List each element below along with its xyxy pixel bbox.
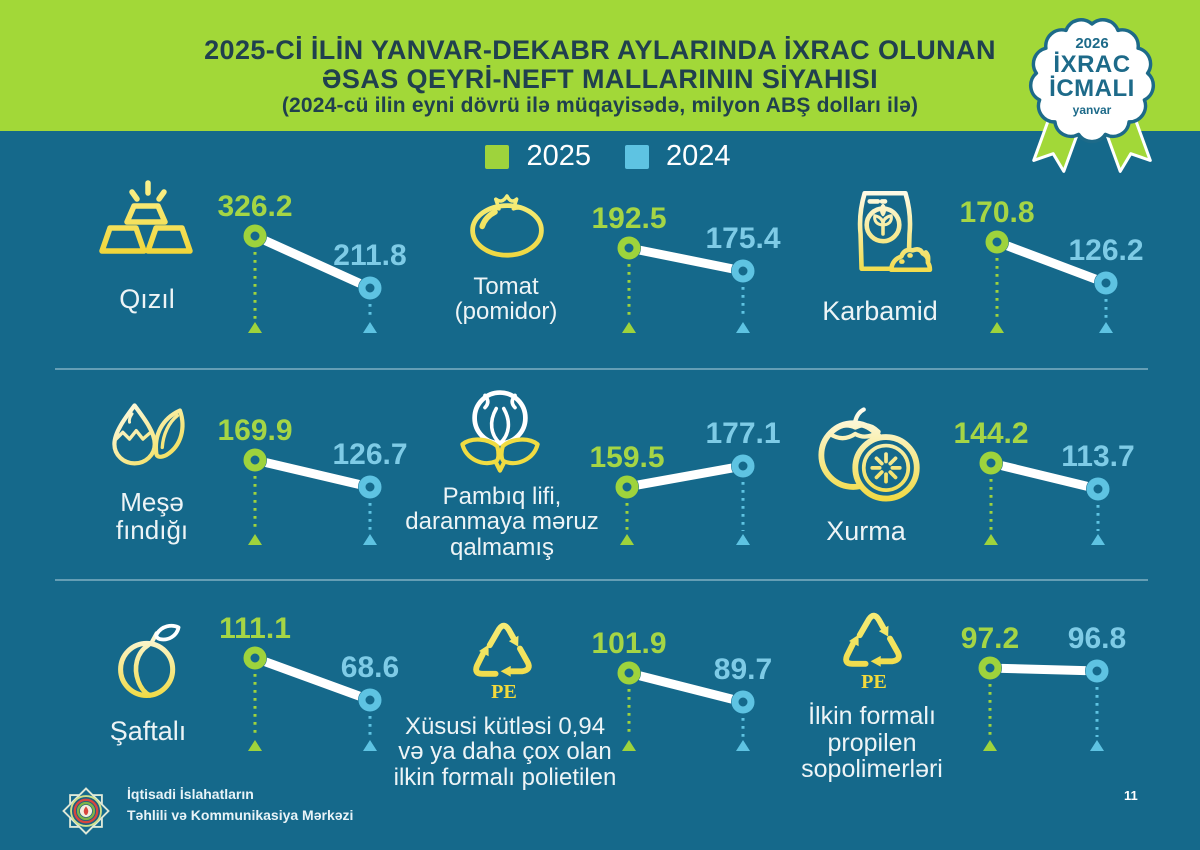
legend-label: 2025 xyxy=(526,140,591,172)
divider-2 xyxy=(55,579,1148,581)
cotton-icon xyxy=(450,386,550,480)
org-name-line1: İqtisadi İslahatların xyxy=(127,786,254,802)
tomato-icon xyxy=(456,184,558,264)
item-label: Xüsusi kütləsi 0,94 və ya daha çox olan … xyxy=(393,713,617,791)
page-number: 11 xyxy=(1124,788,1138,803)
svg-text:97.2: 97.2 xyxy=(961,622,1019,655)
legend-swatch-2025 xyxy=(485,144,510,169)
legend: 2025 2024 xyxy=(8,140,1200,173)
item-label: İlkin formalı propilen sopolimerləri xyxy=(801,702,943,783)
svg-text:144.2: 144.2 xyxy=(953,417,1028,450)
svg-text:İXRAC: İXRAC xyxy=(1053,51,1130,78)
svg-text:159.5: 159.5 xyxy=(589,441,664,474)
dumbbell-4: 159.5 177.1 xyxy=(589,417,781,545)
dumbbell-3: 169.9 126.7 xyxy=(217,414,408,545)
svg-text:170.8: 170.8 xyxy=(959,196,1034,229)
svg-text:İCMALI: İCMALI xyxy=(1049,75,1135,102)
badge-seal: 2026 İXRAC İCMALI yanvar xyxy=(1008,4,1178,194)
svg-text:126.7: 126.7 xyxy=(332,438,407,471)
svg-text:PE: PE xyxy=(861,671,887,693)
subtitle: (2024-cü ilin eyni dövrü ilə müqayisədə,… xyxy=(281,94,919,117)
svg-text:113.7: 113.7 xyxy=(1061,440,1134,473)
legend-item-2025: 2025 xyxy=(485,140,591,173)
org-emblem xyxy=(57,782,115,845)
gold-bars-icon xyxy=(86,166,206,266)
dumbbell-8: 97.2 96.8 xyxy=(961,622,1126,751)
item-label: Tomat (pomidor) xyxy=(454,273,558,326)
svg-text:2026: 2026 xyxy=(1075,35,1108,52)
svg-text:169.9: 169.9 xyxy=(217,414,292,447)
fertilizer-bag-icon xyxy=(832,180,934,282)
dumbbell-5: 144.2 113.7 xyxy=(953,417,1135,545)
hazelnut-icon xyxy=(92,392,204,476)
item-label: Karbamid xyxy=(822,296,938,326)
dumbbell-1: 192.5 175.4 xyxy=(591,202,781,333)
svg-text:211.8: 211.8 xyxy=(333,239,406,272)
svg-text:192.5: 192.5 xyxy=(591,202,666,235)
item-label: Xurma xyxy=(826,516,906,546)
header-banner: 2025-Cİ İLİN YANVAR-DEKABR AYLARINDA İXR… xyxy=(0,0,1200,131)
recycle-pe-icon: PE xyxy=(462,606,546,708)
item-label: Pambıq lifi, daranmaya məruz qalmamış xyxy=(405,483,599,561)
item-label: Şaftalı xyxy=(109,716,187,746)
dumbbell-6: 111.1 68.6 xyxy=(219,612,399,751)
persimmon-icon xyxy=(808,400,928,506)
legend-swatch-2024 xyxy=(625,144,649,169)
dumbbell-2: 170.8 126.2 xyxy=(959,196,1144,333)
svg-text:126.2: 126.2 xyxy=(1068,234,1143,267)
svg-text:111.1: 111.1 xyxy=(219,612,291,645)
title-line1: 2025-Cİ İLİN YANVAR-DEKABR AYLARINDA İXR… xyxy=(204,35,996,65)
svg-text:yanvar: yanvar xyxy=(1073,103,1112,117)
divider-1 xyxy=(55,368,1148,370)
item-label: Qızıl xyxy=(119,284,175,314)
recycle-pe-icon: PE xyxy=(832,596,916,698)
svg-text:101.9: 101.9 xyxy=(591,627,666,660)
legend-item-2024: 2024 xyxy=(625,140,731,173)
svg-text:326.2: 326.2 xyxy=(217,190,292,223)
title-line2: ƏSAS QEYRİ-NEFT MALLARININ SİYAHISI xyxy=(321,64,879,94)
svg-text:PE: PE xyxy=(491,681,517,703)
org-name-line2: Təhlili və Kommunikasiya Mərkəzi xyxy=(127,807,354,823)
dumbbell-0: 326.2 211.8 xyxy=(217,190,407,333)
peach-icon xyxy=(108,614,192,708)
svg-text:177.1: 177.1 xyxy=(705,417,780,450)
legend-label: 2024 xyxy=(666,140,731,172)
item-label: Meşə fındığı xyxy=(115,487,189,545)
svg-text:89.7: 89.7 xyxy=(714,653,772,686)
svg-text:68.6: 68.6 xyxy=(341,651,399,684)
svg-text:175.4: 175.4 xyxy=(705,222,780,255)
dumbbell-7: 101.9 89.7 xyxy=(591,627,772,751)
org-name: İqtisadi İslahatların Təhlili və Kommuni… xyxy=(127,784,353,826)
svg-text:96.8: 96.8 xyxy=(1068,622,1126,655)
